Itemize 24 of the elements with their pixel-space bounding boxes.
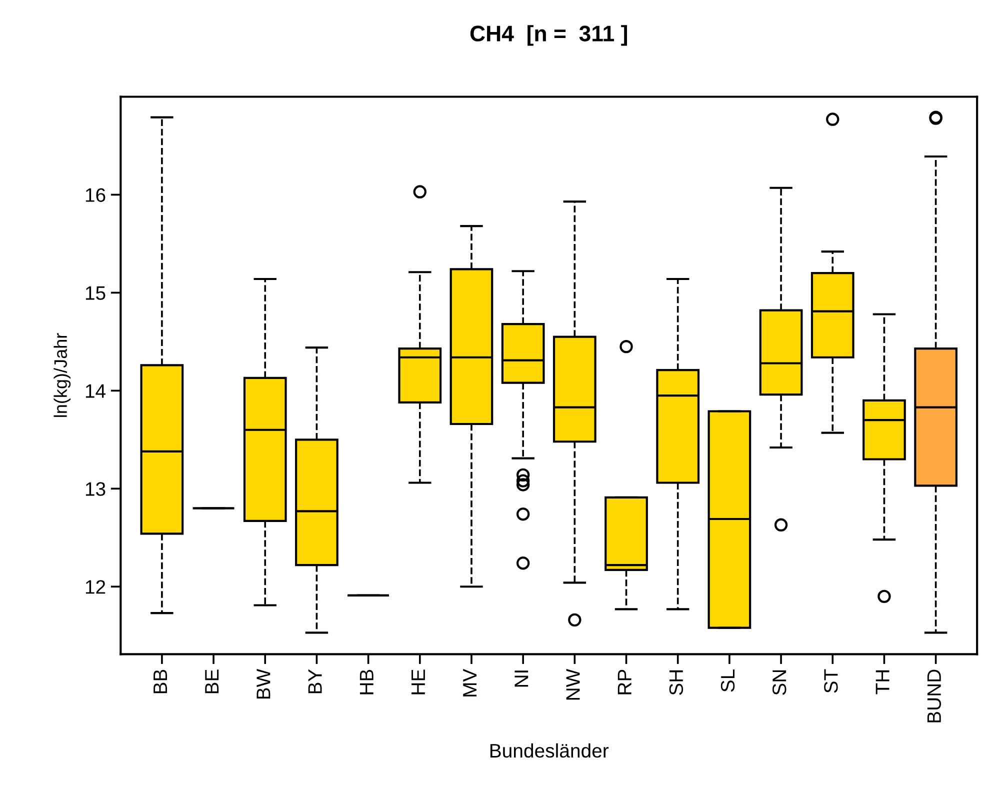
x-tick-label: BB — [154, 670, 167, 694]
y-tick-label: 13 — [86, 482, 106, 496]
x-tick-label: SH — [669, 670, 684, 695]
x-axis-title: Bundesländer — [490, 743, 609, 758]
x-tick-label: BY — [308, 669, 322, 694]
x-tick-label: ST — [824, 669, 838, 693]
x-tick-label: SN — [772, 670, 786, 695]
y-tick-label: 15 — [86, 286, 106, 300]
x-tick-label: MV — [463, 668, 477, 696]
y-tick-label: 14 — [86, 384, 106, 398]
x-tick-label: SL — [720, 669, 735, 692]
y-tick-label: 16 — [86, 188, 106, 202]
x-tick-label: BUND — [927, 670, 942, 722]
x-tick-label: NW — [566, 668, 580, 700]
x-tick-label: HB — [360, 670, 374, 694]
y-axis-title: ln(kg)/Jahr — [54, 333, 71, 417]
x-tick-label: HE — [412, 670, 425, 694]
x-tick-label: BE — [205, 670, 219, 694]
x-tick-label: NI — [514, 670, 528, 687]
x-tick-label: TH — [876, 670, 890, 694]
x-tick-label: RP — [618, 670, 632, 694]
y-tick-label: 12 — [86, 580, 106, 594]
x-tick-label: BW — [256, 668, 270, 699]
chart-title: CH4 [n = 311 ] — [470, 25, 627, 46]
